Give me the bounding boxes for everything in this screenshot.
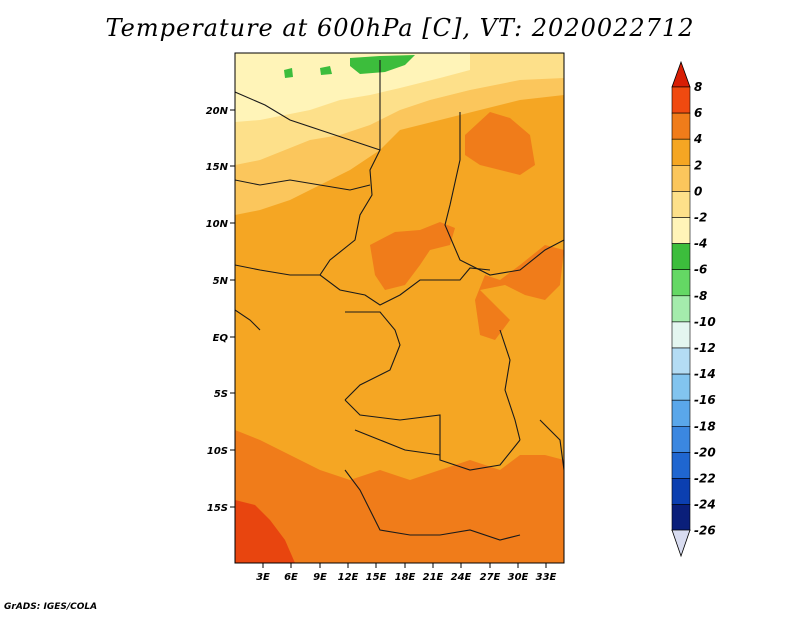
colorbar-label: -12 [694, 341, 716, 355]
lat-label: 15S [207, 503, 228, 514]
field-green-patch-2 [284, 68, 293, 78]
map-frame [234, 52, 565, 564]
lon-label: 6E [284, 572, 298, 583]
longitude-axis: 3E 6E 9E 12E 15E 18E 21E 24E 27E 30E 33E [256, 563, 557, 583]
lon-label: 9E [313, 572, 327, 583]
field-green-patch-3 [320, 66, 332, 75]
colorbar-box [671, 138, 691, 166]
colorbar-box [671, 243, 691, 271]
lon-label: 30E [508, 572, 529, 583]
colorbar: 8 6 4 2 0 -2 -4 -6 -8 -10 -12 -14 -16 -18 -20 -22 -24 -26 [671, 60, 716, 558]
colorbar-label: -2 [694, 211, 707, 225]
field-4-6-car [370, 222, 455, 290]
field-4-6-south [235, 430, 564, 563]
colorbar-box [671, 373, 691, 401]
lon-label: 33E [536, 572, 557, 583]
lon-label: 3E [256, 572, 270, 583]
colorbar-box [671, 165, 691, 192]
colorbar-box [671, 269, 691, 297]
lat-label: EQ [213, 333, 229, 344]
lon-label: 18E [395, 572, 416, 583]
lat-label: 5S [214, 389, 228, 400]
field-4-6-sudan [465, 112, 535, 175]
colorbar-label: -20 [694, 445, 716, 459]
latitude-axis: 20N 15N 10N 5N EQ 5S 10S 15S [206, 106, 235, 514]
colorbar-box [671, 452, 691, 479]
field-green-patch-1 [350, 55, 415, 74]
colorbar-box [671, 425, 691, 453]
colorbar-label: -4 [694, 237, 707, 251]
colorbar-box [671, 217, 691, 244]
colorbar-label: -8 [694, 289, 707, 303]
colorbar-label: 4 [693, 132, 702, 146]
lat-label: 20N [206, 106, 229, 117]
colorbar-box [671, 112, 691, 140]
colorbar-top-triangle [671, 60, 691, 88]
colorbar-box [671, 478, 691, 505]
lon-label: 27E [480, 572, 501, 583]
colorbar-boxes [671, 86, 691, 532]
field-6-8-corner [235, 500, 295, 563]
colorbar-label: -10 [694, 315, 716, 329]
colorbar-label: 6 [694, 106, 702, 120]
field-m4-m2 [235, 53, 470, 122]
lon-label: 15E [366, 572, 387, 583]
colorbar-box [671, 321, 691, 349]
colorbar-label: -22 [694, 472, 716, 486]
colorbar-box [671, 347, 691, 375]
colorbar-label: -24 [694, 498, 716, 512]
colorbar-label: -26 [694, 524, 716, 538]
lat-label: 10S [207, 446, 228, 457]
lat-label: 15N [206, 162, 229, 173]
colorbar-bottom-triangle [671, 529, 691, 558]
plot-title: Temperature at 600hPa [C], VT: 202002271… [105, 14, 695, 42]
temperature-field [235, 53, 564, 563]
colorbar-label: -6 [694, 263, 707, 277]
colorbar-box [671, 86, 691, 114]
country-borders [235, 60, 564, 541]
colorbar-label: 0 [694, 184, 702, 198]
colorbar-label: -14 [694, 367, 716, 381]
colorbar-box [671, 399, 691, 427]
lat-label: 10N [206, 219, 229, 230]
lon-label: 24E [451, 572, 472, 583]
colorbar-box [671, 504, 691, 532]
field-4-6-east [475, 245, 564, 340]
colorbar-box [671, 191, 691, 218]
colorbar-label: -16 [694, 393, 716, 407]
lat-label: 5N [213, 276, 229, 287]
colorbar-label: -18 [694, 419, 716, 433]
colorbar-box [671, 295, 691, 323]
colorbar-labels: 8 6 4 2 0 -2 -4 -6 -8 -10 -12 -14 -16 -18 -20 -22 -24 -26 [693, 80, 716, 538]
colorbar-label: 8 [694, 80, 702, 94]
lon-label: 21E [423, 572, 444, 583]
lon-label: 12E [338, 572, 359, 583]
colorbar-label: 2 [694, 158, 702, 172]
credit-text: GrADS: IGES/COLA [4, 602, 98, 612]
